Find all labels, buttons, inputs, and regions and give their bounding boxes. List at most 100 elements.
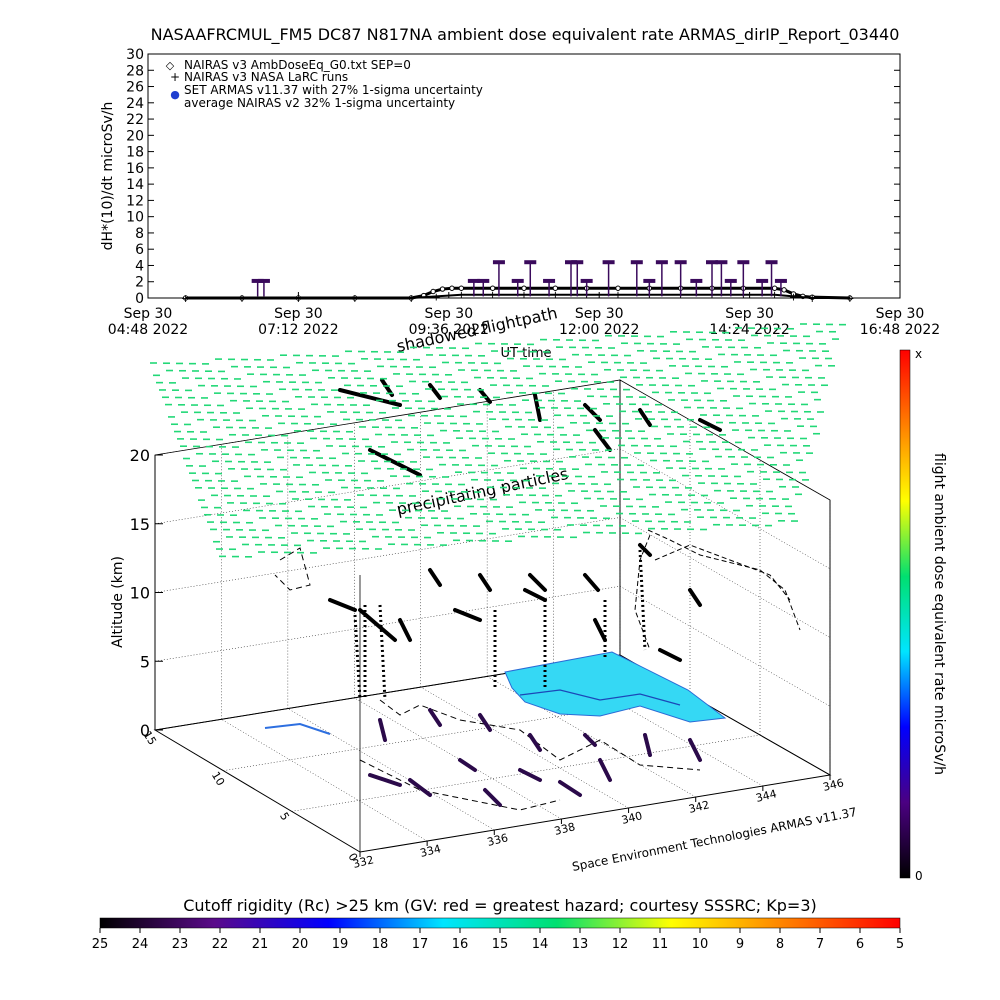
- bottom-colorbar-tick-label: 7: [816, 937, 824, 952]
- series-point-armas: [602, 260, 615, 265]
- bottom-colorbar-tick-label: 13: [572, 937, 589, 952]
- y-tick-label: 6: [135, 242, 144, 258]
- legend-symbol: ●: [170, 88, 180, 101]
- map-coastline: [264, 722, 331, 735]
- bottom-colorbar-title: Cutoff rigidity (Rc) >25 km (GV: red = g…: [183, 896, 817, 915]
- y-tick-label: 20: [126, 128, 144, 144]
- series-point-armas: [774, 278, 787, 283]
- flight-track-segment: [593, 428, 612, 452]
- bottom-colorbar-tick-label: 21: [252, 937, 269, 952]
- y-tick-label: 12: [126, 193, 144, 209]
- flight-track-segment: [583, 573, 600, 592]
- series-point-nairas-sep0: [430, 288, 436, 295]
- flight-track-segment: [368, 448, 422, 477]
- series-point-larc: +: [551, 289, 560, 302]
- top-chart: NASAAFRCMUL_FM5 DC87 N817NA ambient dose…: [100, 25, 940, 361]
- altitude-tick-label: 10: [130, 584, 150, 603]
- flight-track-segment: [688, 738, 702, 762]
- map-region: [504, 651, 727, 723]
- longitude-tick-label: 342: [687, 798, 711, 816]
- legend-item: NAIRAS v3 AmbDoseEq_G0.txt SEP=0: [184, 58, 411, 72]
- flight-track-segment: [698, 418, 722, 432]
- dose-column: [378, 604, 387, 701]
- bottom-colorbar-tick-label: 23: [172, 937, 189, 952]
- right-colorbar-top-label: x: [915, 347, 922, 361]
- y-axis-label: dH*(10)/dt microSv/h: [100, 102, 116, 251]
- series-point-nairas-sep0: [449, 285, 455, 291]
- series-point-armas: [724, 278, 737, 283]
- series-point-larc: +: [613, 289, 622, 302]
- plot-frame: [147, 53, 901, 299]
- flight-track-segment: [380, 378, 394, 397]
- bottom-colorbar-bar: [99, 917, 901, 929]
- credit-text: Space Environment Technologies ARMAS v11…: [571, 805, 858, 874]
- altitude-ticks: 0 5 10 15 20: [130, 446, 163, 740]
- series-point-armas: [630, 260, 643, 265]
- flight-track-segment: [523, 588, 547, 602]
- series-point-armas: [257, 278, 270, 283]
- y-tick-label: 4: [135, 258, 144, 274]
- series-point-armas: [511, 278, 524, 283]
- x-tick-time: 14:24 2022: [709, 322, 789, 338]
- bottom-colorbar-tick-label: 11: [652, 937, 669, 952]
- series-point-larc: +: [519, 289, 528, 302]
- y-tick-label: 8: [135, 226, 144, 242]
- series-layer: ++++++++++++++++++++: [181, 260, 854, 305]
- flight-track-segment: [478, 388, 492, 404]
- legend-item: average NAIRAS v2 32% 1-sigma uncertaint…: [184, 96, 455, 110]
- series-point-nairas-sep0: [521, 285, 527, 291]
- series-point-armas: [467, 278, 480, 283]
- series-point-armas: [543, 278, 556, 283]
- y-tick-label: 26: [126, 80, 144, 96]
- y-tick-label: 28: [126, 63, 144, 79]
- longitude-tick-label: 338: [553, 820, 577, 838]
- particle-field: [150, 323, 846, 558]
- series-point-armas: [756, 278, 769, 283]
- right-colorbar: x 0 flight ambient dose equivalent rate …: [899, 347, 947, 883]
- bottom-colorbar-tick-label: 24: [132, 937, 149, 952]
- bottom-colorbar-tick-label: 25: [92, 937, 109, 952]
- flight-track-segment: [598, 758, 612, 782]
- series-point-armas: [524, 260, 537, 265]
- right-wall-gridline: [619, 448, 831, 569]
- longitude-tick-label: 340: [620, 809, 644, 827]
- flight-track-segment: [638, 408, 652, 427]
- y-tick-label: 2: [135, 275, 144, 291]
- series-point-armas: [715, 260, 728, 265]
- series-point-larc: +: [457, 289, 466, 302]
- series-point-nairas-sep0: [552, 285, 559, 291]
- back-wall-gridline: [154, 379, 621, 456]
- flight-track-side: [634, 529, 801, 651]
- longitude-tick-label: 344: [754, 787, 778, 805]
- bottom-colorbar-tick-label: 22: [212, 937, 229, 952]
- x-tick-date: Sep 30: [424, 306, 473, 322]
- altitude-tick-label: 5: [140, 652, 150, 671]
- x-tick-date: Sep 30: [575, 306, 624, 322]
- flight-track-segment: [643, 733, 652, 757]
- flight-track-segment: [378, 718, 387, 742]
- series-point-armas: [674, 260, 687, 265]
- flight-track-segment: [328, 598, 357, 612]
- bottom-colorbar-tick-label: 12: [612, 937, 629, 952]
- x-tick-date: Sep 30: [124, 306, 173, 322]
- x-tick-time: 04:48 2022: [108, 322, 188, 338]
- altitude-tick-label: 15: [130, 515, 150, 534]
- series-point-larc: +: [432, 290, 441, 303]
- floor-gridline: [221, 719, 428, 842]
- bottom-colorbar-tick-label: 17: [412, 937, 429, 952]
- legend-symbol: ◇: [166, 59, 175, 72]
- series-point-armas: [492, 260, 505, 265]
- series-point-larc: +: [770, 289, 779, 302]
- x-tick-date: Sep 30: [725, 306, 774, 322]
- back-wall-gridline: [154, 448, 621, 524]
- series-point-larc: +: [237, 292, 246, 305]
- flight-track-segment: [528, 733, 542, 752]
- bottom-colorbar: Cutoff rigidity (Rc) >25 km (GV: red = g…: [92, 896, 904, 952]
- three-d-plot: 0 5 10 15 20 Altitude (km) 332 334 336 338 340 34…: [110, 303, 858, 874]
- latitude-tick-label: 15: [140, 729, 158, 748]
- series-point-larc: +: [407, 292, 416, 305]
- y-tick-label: 14: [126, 177, 144, 193]
- series-point-armas: [571, 260, 584, 265]
